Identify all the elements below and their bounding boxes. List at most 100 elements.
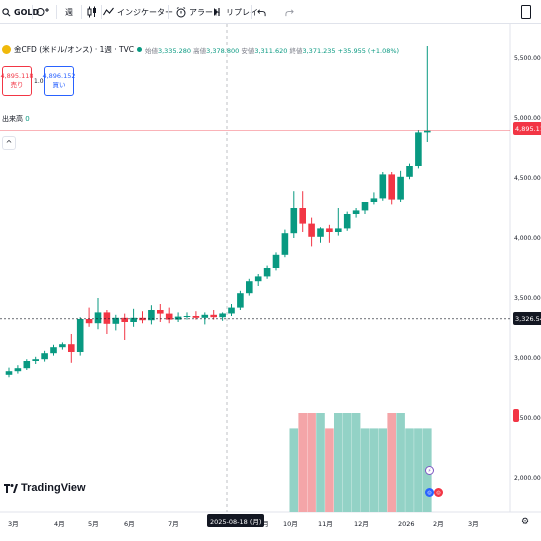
alert-label: アラート (189, 7, 221, 17)
candle-body (41, 353, 48, 360)
volume-bar (405, 428, 414, 512)
candle-body (281, 233, 289, 255)
news-event-icon[interactable]: ◎ (434, 488, 443, 497)
buy-label: 買い (52, 81, 66, 89)
alert-button[interactable]: アラート (176, 0, 221, 24)
buy-button[interactable]: 4,896.152 買い (42, 66, 76, 96)
undo-icon (256, 8, 266, 17)
price-tick-label: 3,000.000 (514, 355, 541, 362)
candle-body (379, 174, 387, 199)
candle-body (85, 319, 93, 324)
volume-bar (369, 428, 379, 512)
candle-body (174, 316, 182, 320)
price-chart[interactable]: 5,500.000 5,000.000 4,500.000 4,000.000 3,50… (0, 24, 541, 541)
toolbar-divider (168, 5, 169, 19)
toolbar-divider (56, 5, 57, 19)
toolbar-divider (81, 5, 82, 19)
toolbar-divider (101, 5, 102, 19)
compare-button[interactable] (36, 0, 52, 24)
collapse-legend-button[interactable]: ^ (2, 136, 16, 150)
time-tick-label: 10月 (283, 520, 298, 528)
candle-body (103, 312, 111, 324)
volume-legend[interactable]: 出来高 0 (2, 115, 30, 123)
candle-body (23, 361, 31, 369)
candle-body (299, 208, 306, 224)
candle-body (210, 314, 217, 318)
candle-body (228, 307, 235, 314)
redo-button[interactable] (283, 0, 295, 24)
volume-bar (325, 428, 334, 512)
candle-body (388, 174, 395, 200)
candle-body (14, 368, 22, 372)
undo-button[interactable] (255, 0, 267, 24)
dividend-event-icon[interactable]: ◎ (425, 488, 434, 497)
chart-settings-button[interactable]: ⚙ (521, 517, 529, 527)
toolbar-divider (32, 5, 33, 19)
volume-bar (342, 413, 352, 512)
volume-bar (307, 413, 316, 512)
chart-type-button[interactable] (84, 0, 100, 24)
indicators-label: インジケーター (117, 7, 173, 17)
chevron-up-icon: ^ (5, 138, 13, 148)
candle-body (254, 276, 262, 282)
candle-body (406, 166, 413, 177)
candle-body (148, 310, 155, 321)
sell-button[interactable]: 4,895.118 売り (0, 66, 34, 96)
volume-bar (316, 413, 325, 512)
search-icon (2, 7, 11, 17)
time-tick-label: 2月 (433, 520, 444, 528)
volume-bar (298, 413, 307, 512)
price-tick-label: 2,500.000 (514, 415, 541, 422)
symbol-search-button[interactable]: GOLD (2, 0, 54, 24)
time-tick-label: 3月 (468, 520, 479, 528)
candle-body (272, 254, 280, 268)
replay-icon (213, 7, 223, 17)
series-legend[interactable]: 金CFD (米ドル/オンス) · 1週 · TVC 始値3,335.280 高値… (2, 44, 399, 55)
candle-body (68, 344, 75, 352)
time-tick-label: 2026 (398, 520, 415, 528)
indicators-button[interactable]: インジケーター (103, 0, 173, 24)
candles-icon (87, 6, 97, 18)
chart-pane[interactable]: 5,500.000 5,000.000 4,500.000 4,000.000 3,50… (0, 24, 541, 541)
sell-label: 売り (10, 81, 24, 89)
candle-body (361, 202, 369, 211)
layout-button[interactable] (519, 0, 533, 24)
candle-body (219, 313, 226, 318)
candle-body (157, 310, 164, 314)
volume-bar (396, 413, 405, 512)
earnings-event-icon[interactable]: ⚡ (425, 466, 434, 475)
candle-body (201, 314, 209, 318)
candle-body (308, 223, 315, 237)
crosshair-price-tag: 3,326.545 (513, 312, 541, 325)
replay-button[interactable]: リプレイ (213, 0, 258, 24)
volume-bar (360, 428, 370, 512)
time-tick-label: 5月 (88, 520, 99, 528)
candle-body (290, 208, 298, 234)
volume-bar (351, 413, 361, 512)
volume-bar (334, 413, 343, 512)
candle-body (130, 317, 137, 322)
candle-body (192, 316, 200, 318)
tradingview-logo[interactable]: TradingView (4, 482, 86, 494)
crosshair-date-tag: 2025-08-18 (月) (207, 514, 265, 527)
price-tick-label: 4,000.000 (514, 235, 541, 242)
candle-body (50, 347, 57, 354)
indicators-icon (103, 7, 114, 17)
candle-body (263, 268, 271, 277)
symbol-label: GOLD (14, 7, 40, 17)
interval-button[interactable]: 週 (65, 7, 73, 17)
price-tick-label: 4,500.000 (514, 175, 541, 182)
candle-body (317, 228, 324, 237)
replay-label: リプレイ (226, 7, 258, 17)
window-icon (521, 5, 531, 19)
volume-bar (289, 428, 299, 512)
price-tick-label: 3,500.000 (514, 295, 541, 302)
compare-icon (36, 7, 50, 17)
candle-body (59, 344, 66, 348)
candle-body (94, 312, 102, 324)
top-toolbar: GOLD 週 インジケーター アラート リプレイ (0, 0, 541, 24)
candle-body (165, 313, 173, 320)
volume-bar (378, 428, 388, 512)
market-status-icon (136, 47, 142, 52)
price-tick-label: 5,000.000 (514, 115, 541, 122)
